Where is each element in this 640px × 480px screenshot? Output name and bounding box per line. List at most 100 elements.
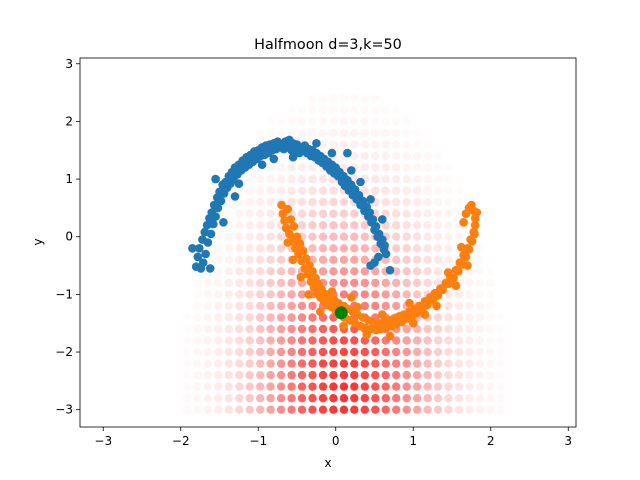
density-point [339, 359, 349, 368]
lower-moon-point [438, 285, 448, 295]
density-point [224, 267, 233, 276]
density-point [266, 278, 275, 288]
density-point [235, 405, 244, 414]
density-point [392, 232, 401, 241]
density-point [203, 394, 213, 403]
density-point [339, 209, 349, 218]
density-point [224, 370, 233, 380]
density-point [455, 198, 463, 206]
density-point [297, 290, 307, 299]
density-point [413, 152, 421, 160]
density-point [392, 405, 401, 414]
lower-moon-point [467, 237, 477, 246]
density-point [444, 359, 453, 368]
density-point [434, 186, 442, 194]
density-point [256, 394, 265, 403]
density-point [486, 267, 494, 275]
lower-moon-point [461, 252, 471, 262]
density-point [381, 163, 390, 172]
density-point [245, 221, 254, 230]
density-point [224, 301, 233, 311]
density-point [444, 221, 453, 230]
data-series [188, 135, 482, 341]
upper-moon-point [288, 152, 298, 162]
density-point [245, 278, 254, 288]
density-point [308, 301, 317, 311]
density-point [308, 347, 317, 357]
density-point [444, 244, 453, 253]
density-point [266, 382, 275, 391]
density-point [318, 267, 328, 276]
density-point [340, 94, 348, 102]
density-point [287, 117, 295, 125]
density-point [371, 186, 380, 195]
density-point [193, 290, 201, 298]
upper-moon-point [381, 249, 391, 259]
density-point [402, 244, 411, 253]
density-point [193, 302, 201, 310]
density-point [486, 325, 494, 333]
density-point [392, 278, 401, 288]
density-point [412, 221, 422, 230]
density-point [287, 278, 296, 288]
density-point [403, 117, 411, 125]
density-point [214, 405, 223, 414]
lower-moon-point [283, 204, 293, 214]
density-point [423, 175, 431, 183]
density-point [318, 255, 328, 264]
density-point [433, 336, 443, 345]
density-point [444, 347, 453, 357]
upper-moon-point [213, 203, 223, 213]
density-point [423, 221, 432, 230]
density-point [183, 336, 191, 344]
lower-moon-point [453, 267, 463, 276]
density-point [350, 347, 359, 357]
density-point [392, 370, 401, 380]
density-point [350, 359, 359, 368]
density-point [433, 244, 443, 253]
density-point [382, 129, 390, 137]
y-tick-label: 0 [65, 230, 73, 244]
density-point [329, 347, 338, 357]
density-point [339, 278, 349, 288]
density-point [444, 290, 453, 299]
density-point [256, 347, 265, 357]
lower-moon-point [295, 239, 305, 248]
density-point [433, 255, 443, 264]
upper-moon-point [193, 252, 203, 262]
density-point [413, 163, 421, 171]
density-point [214, 233, 222, 241]
lower-moon-point [443, 279, 453, 289]
density-point [339, 221, 349, 230]
density-point [339, 382, 349, 391]
density-point [486, 313, 494, 321]
density-point [214, 278, 223, 288]
density-point [340, 117, 348, 125]
density-point [444, 370, 453, 380]
density-point [423, 394, 432, 403]
density-point [371, 394, 380, 403]
density-point [329, 117, 337, 125]
density-point [308, 394, 317, 403]
density-point [402, 290, 411, 299]
density-point [423, 140, 431, 148]
density-point [308, 129, 316, 137]
y-tick-label: 2 [65, 114, 73, 128]
density-point [235, 232, 244, 241]
density-point [444, 210, 452, 218]
density-point [371, 336, 380, 345]
density-point [444, 186, 452, 194]
y-tick-label: 1 [65, 172, 73, 186]
density-point [224, 255, 233, 264]
density-point [381, 370, 390, 380]
density-point [308, 221, 317, 230]
density-point [371, 301, 380, 311]
density-point [465, 405, 474, 414]
density-point [308, 209, 317, 218]
density-point [256, 336, 265, 345]
density-point [455, 175, 463, 183]
density-point [381, 174, 390, 184]
y-tick-label: 3 [65, 57, 73, 71]
density-point [360, 405, 369, 414]
density-point [318, 209, 328, 218]
